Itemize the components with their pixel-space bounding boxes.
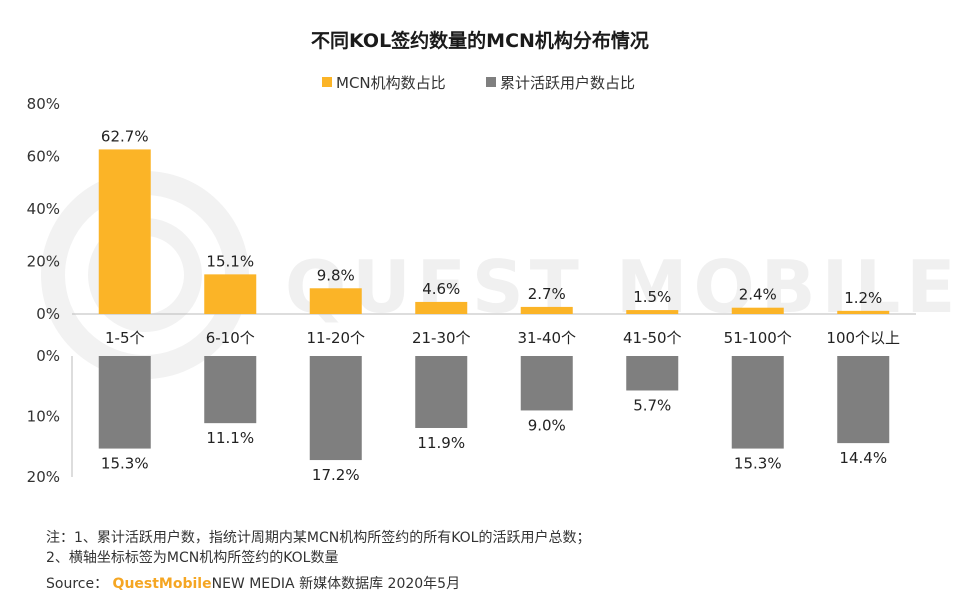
top-y-tick: 0% — [36, 305, 60, 323]
mcn-data-label: 4.6% — [422, 280, 460, 298]
source-prefix: Source： — [46, 576, 113, 592]
bottom-y-tick: 0% — [36, 347, 60, 365]
user-bar — [415, 356, 468, 428]
user-data-label: 15.3% — [734, 455, 782, 473]
mcn-bar — [309, 288, 362, 314]
mcn-data-label: 1.2% — [844, 289, 882, 307]
category-label: 41-50个 — [623, 329, 682, 347]
category-label: 51-100个 — [724, 329, 792, 347]
category-label: 6-10个 — [206, 329, 255, 347]
legend-swatch-users — [486, 77, 496, 87]
mcn-data-label: 62.7% — [101, 127, 149, 145]
bottom-y-tick: 20% — [27, 468, 60, 486]
mcn-bar — [837, 310, 890, 314]
bottom-y-tick: 10% — [27, 408, 60, 426]
user-data-label: 15.3% — [101, 455, 149, 473]
user-bar — [520, 356, 573, 411]
mcn-data-label: 15.1% — [206, 252, 254, 270]
category-label: 100个以上 — [826, 329, 900, 347]
legend-label-users: 累计活跃用户数占比 — [500, 74, 635, 92]
user-bar — [309, 356, 362, 461]
footnote-1: 注：1、累计活跃用户数，指统计周期内某MCN机构所签约的所有KOL的活跃用户总数… — [46, 530, 591, 546]
user-bar — [98, 356, 151, 449]
user-data-label: 17.2% — [312, 466, 360, 484]
mcn-bars: 62.7% 15.1% 9.8% 4.6% 2.7% 1.5% 2.4% 1.2% — [98, 127, 890, 314]
top-y-tick: 40% — [27, 200, 60, 218]
category-label: 1-5个 — [105, 329, 145, 347]
mcn-bar — [520, 306, 573, 314]
source-line: Source： QuestMobileNEW MEDIA 新媒体数据库 2020… — [46, 573, 460, 593]
category-label: 21-30个 — [412, 329, 471, 347]
footnotes: 注：1、累计活跃用户数，指统计周期内某MCN机构所签约的所有KOL的活跃用户总数… — [46, 528, 590, 568]
category-label: 31-40个 — [517, 329, 576, 347]
svg-text:QUEST MOBILE: QUEST MOBILE — [285, 245, 960, 329]
mcn-bar — [204, 274, 257, 314]
mcn-data-label: 9.8% — [317, 266, 355, 284]
legend-label-mcn: MCN机构数占比 — [336, 74, 446, 92]
mcn-bar — [626, 310, 679, 314]
top-y-tick: 80% — [27, 95, 60, 113]
user-bar — [204, 356, 257, 424]
mcn-data-label: 2.4% — [739, 286, 777, 304]
mcn-data-label: 1.5% — [633, 288, 671, 306]
mcn-bar — [415, 301, 468, 314]
watermark: QUEST MOBILE — [41, 171, 960, 379]
user-data-label: 11.1% — [206, 429, 254, 447]
source-rest: NEW MEDIA 新媒体数据库 2020年5月 — [211, 576, 461, 592]
user-data-label: 5.7% — [633, 396, 671, 414]
bottom-y-axis: 0% 10% 20% — [27, 347, 60, 486]
legend-swatch-mcn — [322, 77, 332, 87]
chart-title: 不同KOL签约数量的MCN机构分布情况 — [311, 29, 649, 52]
user-bars: 15.3% 11.1% 17.2% 11.9% 9.0% 5.7% 15.3% 14.4% — [98, 356, 890, 484]
category-labels: 1-5个 6-10个 11-20个 21-30个 31-40个 41-50个 51-100个… — [105, 329, 900, 347]
user-data-label: 9.0% — [528, 416, 566, 434]
user-data-label: 11.9% — [417, 434, 465, 452]
user-bar — [731, 356, 784, 449]
top-y-tick: 60% — [27, 148, 60, 166]
mcn-bar — [98, 149, 151, 314]
user-data-label: 14.4% — [839, 449, 887, 467]
mcn-bar — [731, 307, 784, 314]
legend: MCN机构数占比 累计活跃用户数占比 — [322, 74, 635, 92]
user-bar — [626, 356, 679, 391]
user-bar — [837, 356, 890, 444]
source-brand: QuestMobile — [112, 576, 212, 592]
top-y-axis: 0% 20% 40% 60% 80% — [27, 95, 60, 323]
top-y-tick: 20% — [27, 253, 60, 271]
mcn-data-label: 2.7% — [528, 285, 566, 303]
category-label: 11-20个 — [306, 329, 365, 347]
footnote-2: 2、横轴坐标标签为MCN机构所签约的KOL数量 — [46, 550, 339, 566]
